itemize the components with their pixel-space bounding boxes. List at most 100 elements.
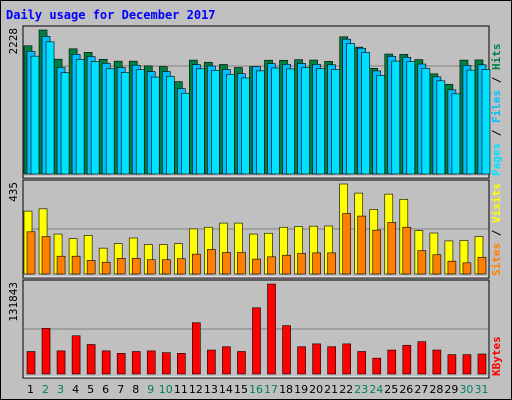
x-tick-label-day-27: 27 bbox=[414, 383, 428, 396]
bar-sites-day-31 bbox=[477, 256, 487, 275]
bar-kbytes-day-30 bbox=[462, 354, 472, 375]
bar-sites-day-6 bbox=[101, 261, 111, 275]
bar-sites-day-3 bbox=[56, 255, 66, 275]
bar-pages-day-10 bbox=[165, 75, 175, 175]
chart-title: Daily usage for December 2017 bbox=[6, 8, 216, 22]
series-pages bbox=[30, 41, 491, 175]
bar-sites-day-10 bbox=[161, 259, 171, 275]
bar-pages-day-13 bbox=[211, 70, 220, 175]
x-tick-label-day-26: 26 bbox=[399, 383, 413, 396]
bar-sites-day-2 bbox=[41, 236, 51, 275]
bar-pages-day-14 bbox=[226, 74, 235, 175]
bar-sites-day-11 bbox=[177, 258, 186, 275]
bar-sites-day-21 bbox=[327, 252, 336, 275]
x-tick-label-day-5: 5 bbox=[87, 383, 94, 396]
panel-kbytes: 131843 KBytes bbox=[7, 279, 503, 379]
bar-sites-day-8 bbox=[131, 257, 141, 275]
x-axis-labels: 1 2 3 4 5 6 7 8 9 10 11 12 13 14 15 16 17 18 19 20 21 22 23 24 2… bbox=[27, 383, 488, 396]
axis-series-label: Pages / Files / Hits bbox=[490, 44, 503, 177]
bar-pages-day-29 bbox=[451, 93, 461, 175]
bar-pages-day-11 bbox=[181, 92, 190, 175]
bar-pages-day-26 bbox=[406, 61, 416, 175]
bar-kbytes-day-29 bbox=[447, 354, 457, 375]
bar-pages-day-17 bbox=[271, 67, 280, 175]
bar-kbytes-day-7 bbox=[116, 353, 126, 375]
bar-kbytes-day-21 bbox=[327, 346, 336, 375]
bar-sites-day-30 bbox=[462, 262, 472, 275]
axis-series-label-separator: / bbox=[490, 70, 503, 90]
x-tick-label-day-24: 24 bbox=[369, 383, 383, 396]
x-tick-label-day-7: 7 bbox=[117, 383, 124, 396]
x-tick-label-day-2: 2 bbox=[42, 383, 49, 396]
bar-kbytes-day-20 bbox=[312, 343, 321, 375]
x-tick-label-day-4: 4 bbox=[72, 383, 79, 396]
bar-sites-day-18 bbox=[282, 254, 291, 275]
bar-kbytes-day-24 bbox=[372, 357, 382, 375]
bar-sites-day-23 bbox=[357, 215, 367, 275]
bar-kbytes-day-19 bbox=[297, 346, 306, 375]
axis-series-label-separator: / bbox=[490, 123, 503, 143]
y-max-label: 435 bbox=[7, 182, 20, 202]
axis-series-label-kbytes: KBytes bbox=[490, 336, 503, 376]
panel-hits-files-pages: 2228 Pages / Files / Hits bbox=[7, 25, 503, 179]
x-tick-label-day-28: 28 bbox=[429, 383, 443, 396]
x-tick-label-day-16: 16 bbox=[249, 383, 263, 396]
bar-pages-day-30 bbox=[466, 69, 476, 175]
bar-kbytes-day-13 bbox=[207, 349, 216, 375]
bar-kbytes-day-1 bbox=[26, 351, 36, 375]
x-tick-label-day-9: 9 bbox=[147, 383, 154, 396]
bar-pages-day-31 bbox=[481, 69, 491, 175]
bar-pages-day-27 bbox=[421, 68, 431, 175]
x-tick-label-day-19: 19 bbox=[294, 383, 308, 396]
bar-pages-day-20 bbox=[316, 68, 325, 175]
panel-visits-sites: 435 Sites / Visits bbox=[7, 179, 503, 279]
bar-pages-day-6 bbox=[105, 68, 115, 175]
bar-kbytes-day-5 bbox=[86, 344, 96, 375]
bar-kbytes-day-10 bbox=[161, 352, 171, 375]
axis-series-label-pages: Pages bbox=[490, 143, 503, 176]
bar-kbytes-day-14 bbox=[222, 346, 231, 375]
bar-pages-day-12 bbox=[196, 68, 205, 175]
bar-kbytes-day-8 bbox=[131, 351, 141, 375]
bar-kbytes-day-17 bbox=[267, 283, 276, 375]
bar-kbytes-day-27 bbox=[417, 341, 427, 375]
x-tick-label-day-15: 15 bbox=[234, 383, 248, 396]
x-tick-label-day-10: 10 bbox=[159, 383, 173, 396]
x-tick-label-day-13: 13 bbox=[204, 383, 218, 396]
x-tick-label-day-14: 14 bbox=[219, 383, 233, 396]
bar-kbytes-day-31 bbox=[477, 353, 487, 375]
bar-pages-day-3 bbox=[60, 72, 70, 175]
bar-pages-day-21 bbox=[331, 69, 340, 175]
x-tick-label-day-29: 29 bbox=[444, 383, 458, 396]
bar-sites-day-22 bbox=[342, 213, 351, 275]
x-tick-label-day-31: 31 bbox=[474, 383, 488, 396]
x-tick-label-day-12: 12 bbox=[189, 383, 203, 396]
bar-sites-day-29 bbox=[447, 260, 457, 275]
y-max-label: 131843 bbox=[7, 282, 20, 322]
x-tick-label-day-20: 20 bbox=[309, 383, 323, 396]
bar-pages-day-22 bbox=[346, 43, 355, 175]
bar-kbytes-day-28 bbox=[432, 349, 442, 375]
bar-kbytes-day-22 bbox=[342, 343, 351, 375]
bar-kbytes-day-18 bbox=[282, 325, 291, 375]
y-max-label: 2228 bbox=[7, 28, 20, 55]
x-tick-label-day-11: 11 bbox=[174, 383, 188, 396]
bar-sites-day-24 bbox=[372, 229, 382, 275]
series-kbytes bbox=[26, 283, 487, 375]
bar-pages-day-9 bbox=[150, 76, 160, 175]
bar-kbytes-day-23 bbox=[357, 351, 367, 375]
bar-sites-day-26 bbox=[402, 226, 412, 275]
bar-pages-day-5 bbox=[90, 61, 100, 175]
bar-sites-day-16 bbox=[252, 258, 261, 275]
bar-pages-day-23 bbox=[361, 52, 371, 175]
bar-kbytes-day-3 bbox=[56, 350, 66, 375]
bar-pages-day-1 bbox=[30, 55, 40, 175]
bar-kbytes-day-6 bbox=[101, 350, 111, 375]
bar-pages-day-4 bbox=[75, 59, 85, 175]
bar-pages-day-24 bbox=[376, 75, 386, 175]
bar-pages-day-8 bbox=[135, 69, 145, 175]
bar-kbytes-day-26 bbox=[402, 344, 412, 375]
x-tick-label-day-8: 8 bbox=[132, 383, 139, 396]
x-tick-label-day-17: 17 bbox=[264, 383, 278, 396]
